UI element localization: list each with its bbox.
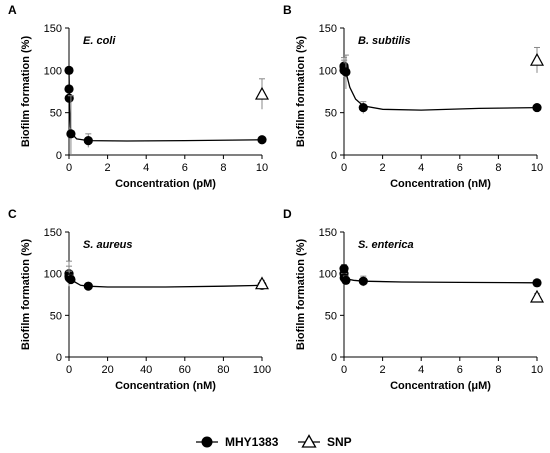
mhy1383-fit-line <box>68 274 263 288</box>
y-tick-label: 0 <box>56 150 62 162</box>
x-tick-label: 8 <box>220 162 226 174</box>
snp-point <box>529 52 545 66</box>
x-tick-label: 100 <box>253 364 271 376</box>
mhy1383-fit-line <box>343 67 538 111</box>
x-tick-label: 20 <box>101 364 113 376</box>
mhy1383-fit-line <box>343 275 538 284</box>
mhy1383-fit-line <box>68 70 263 142</box>
x-tick-label: 4 <box>143 162 149 174</box>
mhy1383-point <box>532 102 542 113</box>
snp-point <box>529 289 545 303</box>
legend-snp-marker <box>301 434 317 448</box>
x-tick-label: 6 <box>457 364 463 376</box>
mhy1383-point <box>83 136 93 146</box>
x-tick-label: 0 <box>341 162 347 174</box>
y-tick-label: 150 <box>44 227 62 239</box>
mhy1383-point <box>532 278 542 288</box>
mhy1383-point <box>64 93 74 103</box>
mhy1383-point <box>358 102 368 113</box>
y-tick-label: 100 <box>319 65 337 77</box>
mhy1383-point <box>83 281 93 291</box>
mhy1383-point <box>341 67 351 77</box>
y-tick-label: 0 <box>331 352 337 364</box>
legend-snp-label: SNP <box>327 435 352 449</box>
legend-mhy1383-label: MHY1383 <box>225 435 279 449</box>
panel-letter: B <box>283 3 292 17</box>
x-tick-label: 0 <box>66 364 72 376</box>
panel-b: B B. subtilis 0 50 100 150 0 2 4 6 8 10 Concentratio… <box>283 3 545 190</box>
legend-mhy1383-marker <box>201 436 213 448</box>
y-tick-label: 150 <box>319 227 337 239</box>
panel-d: D S. enterica 0 50 100 150 0 2 4 6 8 10 Concentratio… <box>283 207 545 392</box>
panel-letter: C <box>8 207 17 221</box>
y-axis-title: Biofilm formation (%) <box>20 36 32 148</box>
x-tick-label: 80 <box>217 364 229 376</box>
x-tick-label: 8 <box>495 364 501 376</box>
legend: MHY1383 SNP <box>196 434 352 449</box>
y-axis-title: Biofilm formation (%) <box>20 239 32 351</box>
y-tick-label: 0 <box>331 150 337 162</box>
mhy1383-point <box>339 264 349 274</box>
panel-c: C S. aureus 0 50 100 150 0 20 40 60 80 100 Concentra… <box>8 207 271 392</box>
mhy1383-point <box>64 84 74 94</box>
x-tick-label: 10 <box>531 162 543 174</box>
panel-letter: A <box>8 3 17 17</box>
snp-point <box>254 86 270 100</box>
organism-label: S. aureus <box>83 239 133 251</box>
snp-point <box>254 276 270 290</box>
x-tick-label: 2 <box>380 364 386 376</box>
mhy1383-point <box>64 65 74 75</box>
x-tick-label: 10 <box>256 162 268 174</box>
y-tick-label: 50 <box>325 310 337 322</box>
y-tick-label: 100 <box>44 65 62 77</box>
x-tick-label: 2 <box>105 162 111 174</box>
mhy1383-point <box>341 275 351 285</box>
x-axis-title: Concentration (μM) <box>390 380 491 392</box>
x-axis-title: Concentration (nM) <box>390 178 491 190</box>
x-tick-label: 2 <box>380 162 386 174</box>
x-tick-label: 4 <box>418 162 424 174</box>
organism-label: E. coli <box>83 35 116 47</box>
x-tick-label: 0 <box>341 364 347 376</box>
organism-label: S. enterica <box>358 239 414 251</box>
panel-a: A E. coli 0 50 100 150 0 2 4 6 8 10 Concentration (p… <box>8 3 270 190</box>
mhy1383-point <box>66 274 76 285</box>
y-axis-title: Biofilm formation (%) <box>295 239 307 351</box>
mhy1383-point <box>358 276 368 286</box>
y-tick-label: 50 <box>50 310 62 322</box>
y-tick-label: 100 <box>44 269 62 281</box>
y-tick-label: 150 <box>319 23 337 35</box>
y-tick-label: 0 <box>56 352 62 364</box>
y-axis-title: Biofilm formation (%) <box>295 36 307 148</box>
x-tick-label: 60 <box>179 364 191 376</box>
y-tick-label: 50 <box>325 108 337 120</box>
mhy1383-point <box>257 135 267 145</box>
x-tick-label: 6 <box>457 162 463 174</box>
x-axis-title: Concentration (pM) <box>115 178 216 190</box>
x-tick-label: 0 <box>66 162 72 174</box>
x-tick-label: 4 <box>418 364 424 376</box>
y-tick-label: 100 <box>319 269 337 281</box>
mhy1383-point <box>66 129 76 139</box>
y-tick-label: 50 <box>50 108 62 120</box>
x-axis-title: Concentration (nM) <box>115 380 216 392</box>
x-tick-label: 8 <box>495 162 501 174</box>
panel-letter: D <box>283 207 292 221</box>
y-tick-label: 150 <box>44 23 62 35</box>
organism-label: B. subtilis <box>358 35 411 47</box>
x-tick-label: 6 <box>182 162 188 174</box>
x-tick-label: 10 <box>531 364 543 376</box>
x-tick-label: 40 <box>140 364 152 376</box>
